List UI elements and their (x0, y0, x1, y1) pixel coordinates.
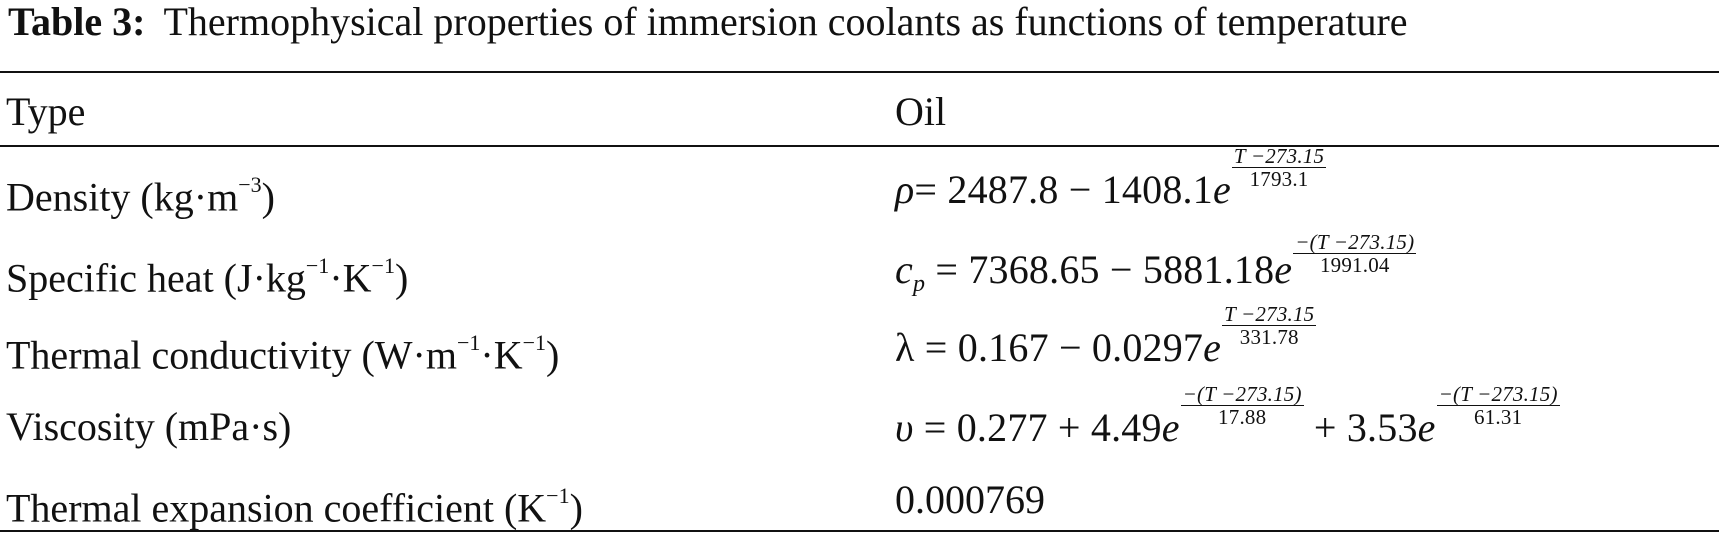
bottom-rule (0, 530, 1719, 532)
row-specific-heat-label: Specific heat (J·kg−1·K−1) (6, 253, 409, 301)
caption-label: Table 3: (8, 0, 146, 44)
row-thermal-conductivity-label: Thermal conductivity (W·m−1·K−1) (6, 330, 560, 378)
row-thermal-conductivity-formula: λ = 0.167 − 0.0297e T −273.15 331.78 (895, 302, 1317, 370)
row-specific-heat-formula: cp = 7368.65 − 5881.18e −(T −273.15) 1991.… (895, 230, 1417, 297)
row-viscosity-label: Viscosity (mPa·s) (6, 404, 292, 449)
row-density-label: Density (kg·m−3) (6, 172, 275, 220)
top-rule (0, 71, 1719, 73)
row-thermal-expansion-value: 0.000769 (895, 477, 1045, 522)
header-rule (0, 145, 1719, 147)
header-oil: Oil (895, 89, 947, 134)
row-viscosity-formula: υ = 0.277 + 4.49e −(T −273.15) 17.88 + 3.5… (895, 382, 1560, 450)
table-caption: Table 3: Thermophysical properties of imm… (8, 0, 1408, 58)
header-type: Type (6, 89, 86, 134)
row-density-formula: ρ= 2487.8 − 1408.1e T −273.15 1793.1 (895, 144, 1327, 212)
caption-text: Thermophysical properties of immersion c… (163, 0, 1408, 44)
row-thermal-expansion-label: Thermal expansion coefficient (K−1) (6, 483, 583, 531)
